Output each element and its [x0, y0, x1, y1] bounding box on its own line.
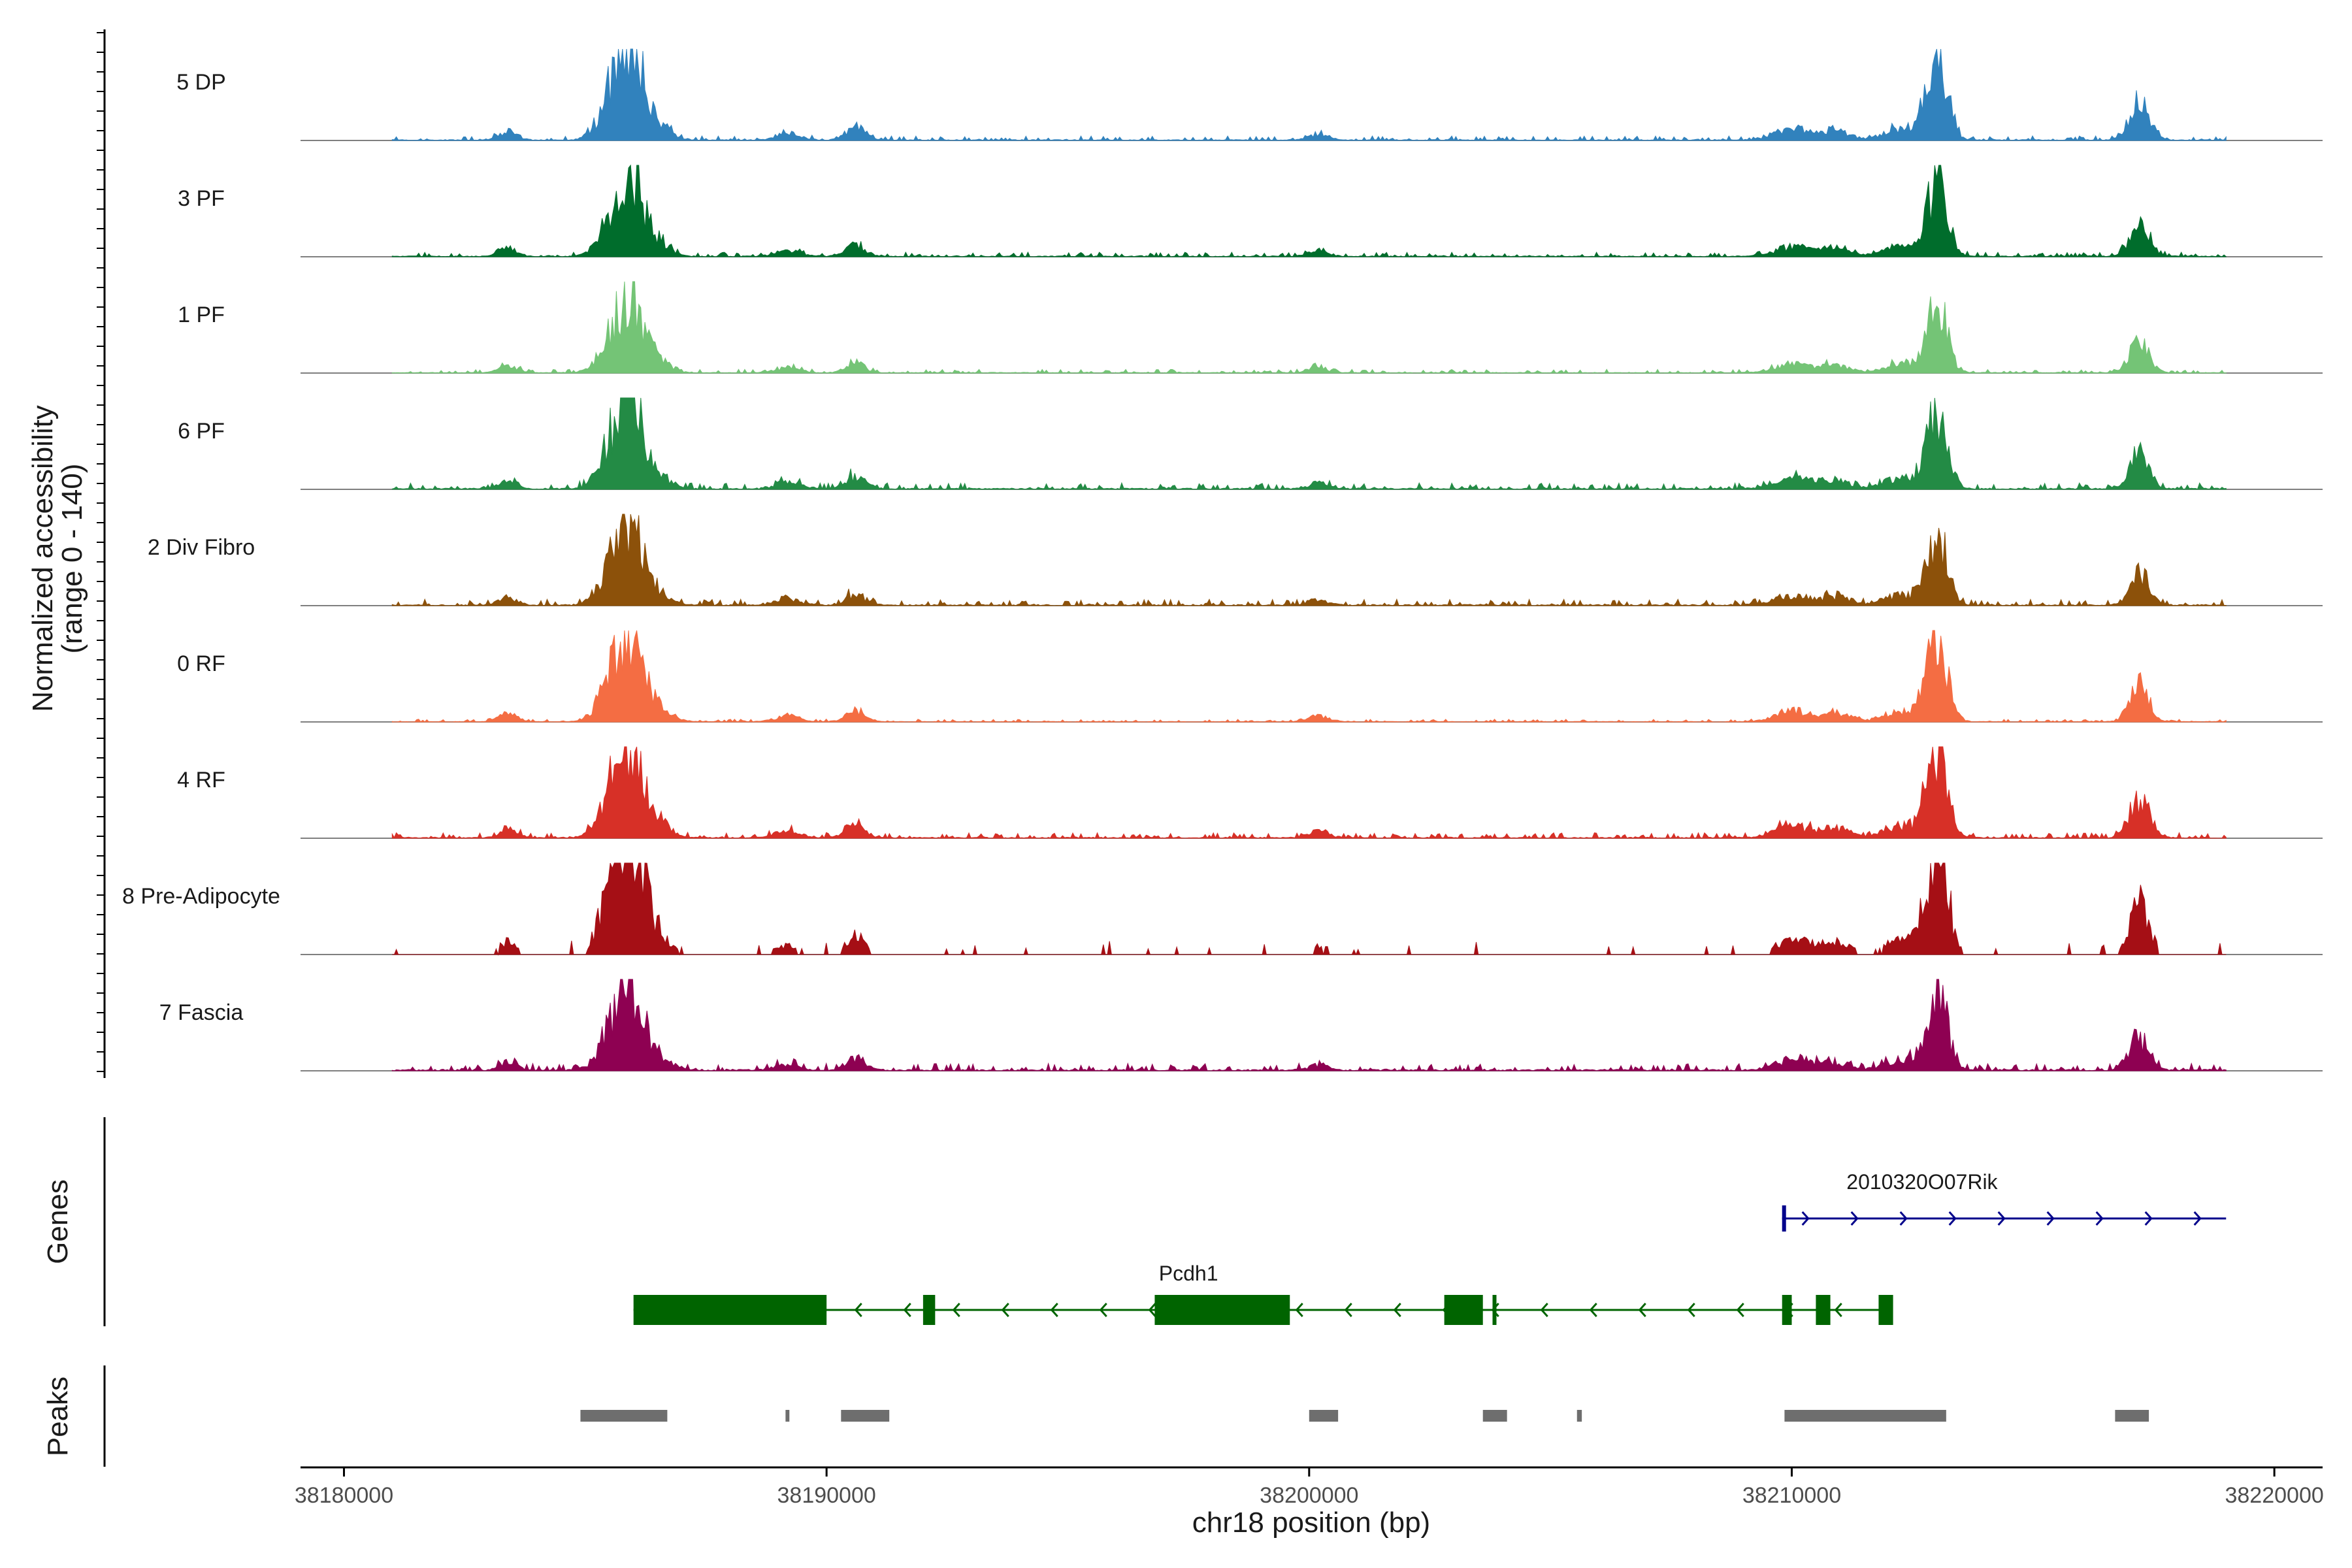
gene-model: Pcdh1: [633, 1262, 1893, 1325]
gene-annotation: 2010320O07Rik Pcdh1: [633, 1170, 2227, 1325]
exon-block: [1444, 1295, 1483, 1325]
strand-arrow: [1801, 1211, 1810, 1226]
track-label: 3 PF: [178, 186, 225, 211]
x-axis-ticks: 38180000 38190000 38200000 38210000 38220000: [295, 1467, 2324, 1508]
exon-block: [1492, 1295, 1497, 1325]
y-axis-title: Normalized accessibility: [27, 405, 59, 711]
coverage-track: 8 Pre-Adipocyte: [122, 862, 2323, 956]
gene-name-label: Pcdh1: [1159, 1262, 1218, 1285]
coverage-area: [391, 514, 2227, 607]
strand-arrow: [1099, 1302, 1107, 1318]
strand-arrow: [1948, 1211, 1957, 1226]
coverage-track: 0 RF: [177, 630, 2323, 723]
track-label: 4 RF: [177, 768, 225, 792]
gene-name-label: 2010320O07Rik: [1846, 1170, 1998, 1194]
track-label: 0 RF: [177, 651, 225, 676]
coverage-area: [391, 281, 2227, 374]
peak-region: [1309, 1410, 1339, 1422]
coverage-track: 3 PF: [178, 164, 2323, 257]
peak-region: [841, 1410, 890, 1422]
peak-region: [1576, 1410, 1582, 1422]
strand-arrow: [1638, 1302, 1646, 1318]
track-label: 7 Fascia: [159, 1000, 244, 1025]
coverage-area: [391, 746, 2227, 840]
strand-arrow: [1344, 1302, 1352, 1318]
peak-region: [1784, 1410, 1946, 1422]
x-tick-label: 38180000: [295, 1483, 393, 1508]
strand-arrow: [854, 1302, 862, 1318]
track-label: 2 Div Fibro: [148, 535, 255, 560]
tracks-left-ticks: [97, 32, 105, 1072]
strand-arrow: [1899, 1211, 1908, 1226]
strand-arrow: [1850, 1211, 1859, 1226]
coverage-area: [391, 979, 2227, 1072]
strand-arrow: [1834, 1302, 1842, 1318]
strand-arrow: [2095, 1211, 2104, 1226]
track-label: 5 DP: [176, 70, 226, 95]
peak-regions: [580, 1410, 2149, 1422]
exon-block: [633, 1295, 827, 1325]
coverage-tracks: 5 DP 3 PF 1 PF 6 PF 2 Div Fibro 0 RF 4 RF 8 Pre…: [122, 48, 2323, 1072]
strand-arrow: [1736, 1302, 1744, 1318]
peak-region: [2115, 1410, 2149, 1422]
coverage-area: [391, 164, 2227, 257]
strand-arrow: [1148, 1302, 1156, 1318]
strand-arrow: [2193, 1211, 2202, 1226]
coverage-track: 2 Div Fibro: [148, 514, 2323, 607]
strand-arrow: [1589, 1302, 1597, 1318]
track-label: 8 Pre-Adipocyte: [122, 884, 280, 909]
exon-block: [923, 1295, 936, 1325]
genes-panel-label: Genes: [42, 1179, 74, 1264]
strand-arrow: [903, 1302, 911, 1318]
x-axis-title: chr18 position (bp): [1192, 1507, 1430, 1539]
coverage-track: 1 PF: [178, 281, 2323, 374]
strand-arrow: [1393, 1302, 1401, 1318]
peak-region: [580, 1410, 668, 1422]
coverage-track: 6 PF: [178, 397, 2323, 491]
exon-block: [1782, 1295, 1792, 1325]
coverage-track: 4 RF: [177, 746, 2323, 840]
strand-arrow: [1687, 1302, 1695, 1318]
x-tick-label: 38200000: [1260, 1483, 1358, 1508]
exon-block: [1782, 1205, 1786, 1232]
coverage-area: [391, 630, 2227, 723]
strand-arrow: [2046, 1211, 2055, 1226]
strand-arrow: [1540, 1302, 1548, 1318]
exon-block: [1878, 1295, 1893, 1325]
track-label: 6 PF: [178, 419, 225, 444]
gene-model: 2010320O07Rik: [1782, 1170, 2227, 1232]
x-tick-label: 38190000: [777, 1483, 876, 1508]
coverage-area: [391, 397, 2227, 491]
exon-block: [1816, 1295, 1831, 1325]
x-tick-label: 38220000: [2225, 1483, 2323, 1508]
peaks-panel-label: Peaks: [42, 1377, 74, 1456]
exon-block: [1154, 1295, 1290, 1325]
strand-arrow: [1001, 1302, 1009, 1318]
peak-region: [1482, 1410, 1507, 1422]
y-axis-range-label: (range 0 - 140): [56, 463, 88, 653]
strand-arrow: [1997, 1211, 2006, 1226]
coverage-area: [391, 48, 2227, 141]
coverage-track: 7 Fascia: [159, 979, 2323, 1072]
coverage-track: 5 DP: [176, 48, 2323, 141]
x-tick-label: 38210000: [1742, 1483, 1841, 1508]
peak-region: [785, 1410, 790, 1422]
strand-arrow: [1050, 1302, 1058, 1318]
strand-arrow: [2144, 1211, 2153, 1226]
strand-arrow: [1295, 1302, 1303, 1318]
coverage-area: [392, 862, 2227, 956]
track-label: 1 PF: [178, 302, 225, 327]
strand-arrow: [952, 1302, 960, 1318]
